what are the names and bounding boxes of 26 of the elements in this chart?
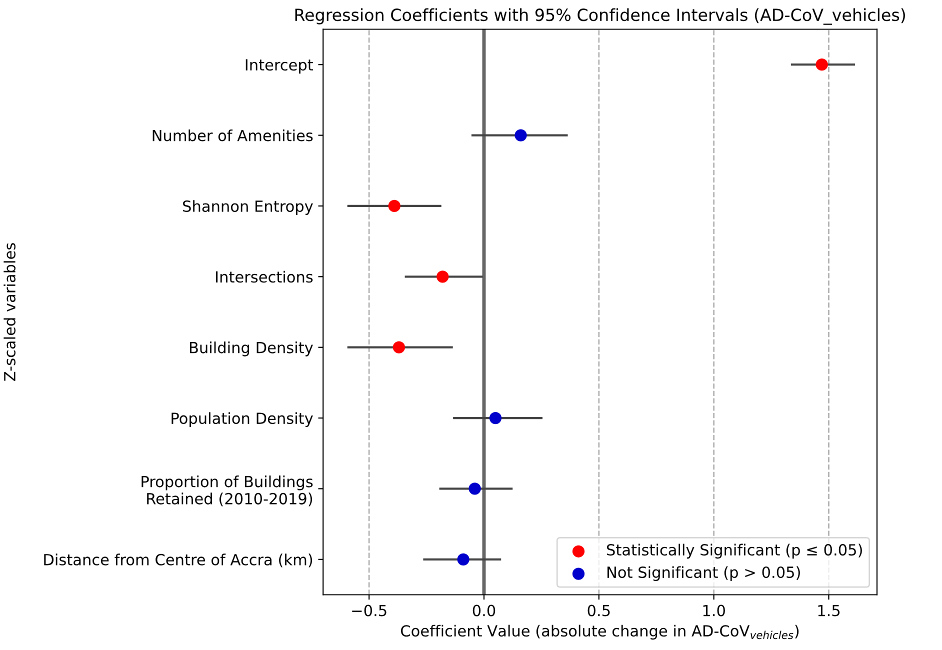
point bbox=[468, 482, 481, 495]
y-tick-label: Number of Amenities bbox=[152, 129, 313, 142]
y-tick-label: Intersections bbox=[216, 270, 313, 283]
x-axis-title: Coefficient Value (absolute change in AD-CoV$_{vehicles}$) bbox=[401, 624, 799, 640]
y-tick-label: Building Density bbox=[190, 342, 313, 356]
point bbox=[816, 58, 828, 71]
y-tick-label: Distance from Centre of Accra (km) bbox=[44, 554, 312, 568]
x-tick-label: −0.5 bbox=[352, 604, 386, 616]
point bbox=[457, 553, 470, 566]
point bbox=[436, 270, 449, 283]
legend-label: Not Significant (p > 0.05) bbox=[607, 566, 800, 581]
x-tick-label: 0.5 bbox=[588, 604, 610, 616]
x-tick-label: 1.0 bbox=[703, 604, 725, 616]
point bbox=[514, 129, 527, 142]
y-tick-label: Proportion of Buildings Retained (2010-2019) bbox=[142, 476, 313, 506]
y-tick-label: Shannon Entropy bbox=[183, 200, 313, 215]
y-axis-title: Z-scaled variables bbox=[4, 243, 16, 381]
x-tick-label: 1.5 bbox=[818, 604, 840, 616]
point bbox=[489, 412, 502, 424]
legend-label: Statistically Significant (p ≤ 0.05) bbox=[607, 544, 862, 559]
y-tick-label: Intercept bbox=[246, 59, 314, 74]
point bbox=[388, 200, 400, 212]
x-tick-label: 0.0 bbox=[472, 604, 496, 616]
y-tick-label: Population Density bbox=[172, 412, 313, 428]
chart-title: Regression Coefficients with 95% Confidence Intervals (AD-CoV_vehicles) bbox=[295, 8, 905, 25]
point bbox=[392, 341, 406, 354]
